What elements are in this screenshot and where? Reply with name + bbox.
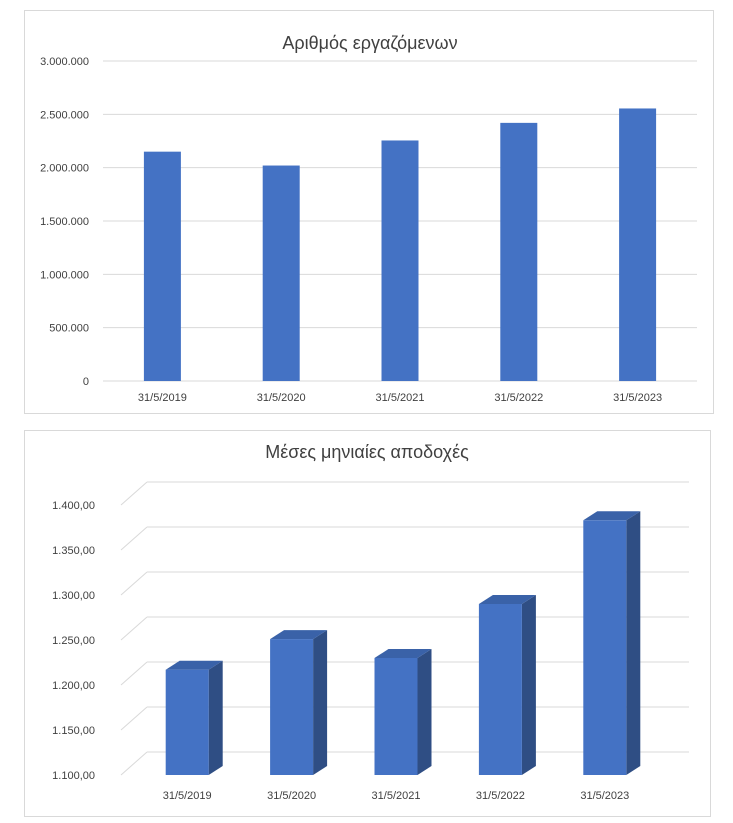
bar-top xyxy=(374,649,432,658)
y-tick-label: 2.500.000 xyxy=(40,109,89,121)
y-tick-label: 1.150,00 xyxy=(52,725,95,737)
salaries-chart-svg: Μέσες μηνιαίες αποδοχές 1.100,00 1.150,00… xyxy=(52,442,689,802)
bar xyxy=(262,165,300,381)
gridline-depth xyxy=(120,616,148,641)
bar xyxy=(165,669,209,775)
bar xyxy=(478,604,522,775)
x-tick-label: 31/5/2022 xyxy=(476,790,525,802)
x-tick-label: 31/5/2019 xyxy=(138,392,187,404)
bar-side xyxy=(313,630,328,775)
y-tick-label: 3.000.000 xyxy=(40,56,89,68)
bar-side xyxy=(417,649,432,775)
bar-side xyxy=(521,595,536,775)
y-tick-label: 0 xyxy=(83,376,89,388)
y-tick-label: 1.100,00 xyxy=(52,770,95,782)
x-tick-label: 31/5/2020 xyxy=(257,392,306,404)
employees-chart: Αριθμός εργαζόμενων 0 500.000 1.000.000 1.5… xyxy=(24,10,714,414)
y-tick-label: 1.200,00 xyxy=(52,680,95,692)
bar xyxy=(374,658,418,775)
bar-top xyxy=(478,595,536,604)
gridline-depth xyxy=(120,481,148,506)
x-tick-label: 31/5/2020 xyxy=(267,790,316,802)
chart-title: Μέσες μηνιαίες αποδοχές xyxy=(265,442,469,462)
chart-title: Αριθμός εργαζόμενων xyxy=(282,33,457,53)
gridline-depth xyxy=(120,751,148,776)
gridline-depth xyxy=(120,661,148,686)
x-tick-label: 31/5/2023 xyxy=(580,790,629,802)
y-tick-label: 1.400,00 xyxy=(52,500,95,512)
bar-top xyxy=(165,660,223,670)
bar xyxy=(143,151,181,381)
y-tick-label: 1.350,00 xyxy=(52,545,95,557)
bar-top xyxy=(270,630,328,640)
bar-side xyxy=(626,511,641,775)
bar-top xyxy=(583,511,641,521)
y-tick-label: 500.000 xyxy=(49,323,89,335)
salaries-chart: Μέσες μηνιαίες αποδοχές 1.100,00 1.150,00… xyxy=(24,430,711,817)
gridline-depth xyxy=(120,526,148,551)
bar xyxy=(381,140,419,381)
gridline-depth xyxy=(120,571,148,596)
y-tick-label: 1.300,00 xyxy=(52,590,95,602)
x-tick-label: 31/5/2023 xyxy=(613,392,662,404)
y-tick-label: 2.000.000 xyxy=(40,163,89,175)
bar xyxy=(500,122,538,381)
x-tick-label: 31/5/2022 xyxy=(494,392,543,404)
bar xyxy=(583,520,627,775)
employees-chart-svg: Αριθμός εργαζόμενων 0 500.000 1.000.000 1.5… xyxy=(40,33,697,404)
bar xyxy=(270,639,314,775)
x-tick-label: 31/5/2021 xyxy=(376,392,425,404)
bar-side xyxy=(208,660,223,775)
y-tick-label: 1.000.000 xyxy=(40,269,89,281)
y-tick-label: 1.500.000 xyxy=(40,216,89,228)
x-tick-label: 31/5/2021 xyxy=(372,790,421,802)
x-tick-label: 31/5/2019 xyxy=(163,790,212,802)
gridline-depth xyxy=(120,706,148,731)
bar xyxy=(619,108,657,381)
y-tick-label: 1.250,00 xyxy=(52,635,95,647)
